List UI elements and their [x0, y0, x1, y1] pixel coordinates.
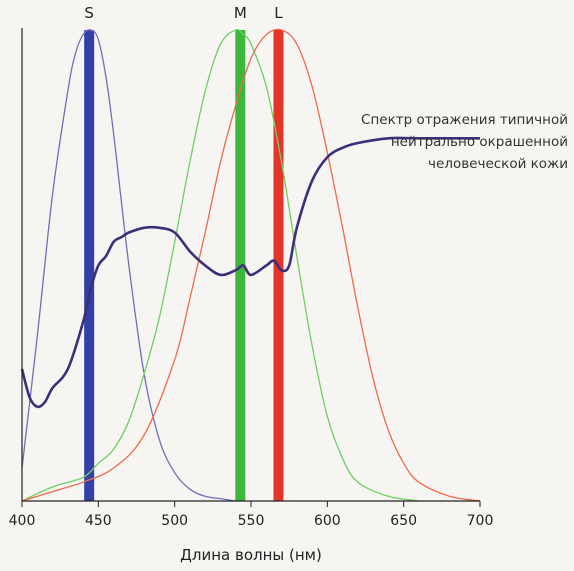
- cone-label-l: L: [274, 4, 283, 22]
- sensitivity-line-m: [21, 29, 420, 502]
- x-tick-label: 700: [467, 513, 494, 529]
- x-tick-label: 450: [85, 513, 112, 529]
- x-tick-label: 600: [314, 513, 341, 529]
- annotation-line: Спектр отражения типичной: [361, 112, 568, 128]
- peak-bar-s: [84, 30, 95, 501]
- sensitivity-line-l: [21, 28, 481, 502]
- x-axis-label: Длина волны (нм): [180, 546, 322, 564]
- series-lines: [20, 28, 481, 502]
- cone-label-m: M: [234, 4, 247, 22]
- x-tick-label: 500: [161, 513, 188, 529]
- annotation-line: нейтрально окрашенной: [391, 134, 568, 150]
- x-ticks: 400 450 500 550 600 650 700: [9, 501, 494, 529]
- skin-annotation: Спектр отражения типичной нейтрально окра…: [361, 112, 568, 172]
- cone-label-s: S: [84, 4, 94, 22]
- x-tick-label: 650: [390, 513, 417, 529]
- skin-reflectance-line: [20, 136, 480, 409]
- x-tick-label: 400: [9, 513, 36, 529]
- x-tick-label: 550: [238, 513, 265, 529]
- peak-bars: [84, 30, 284, 501]
- annotation-line: человеческой кожи: [428, 156, 568, 172]
- sensitivity-line-s: [21, 29, 236, 502]
